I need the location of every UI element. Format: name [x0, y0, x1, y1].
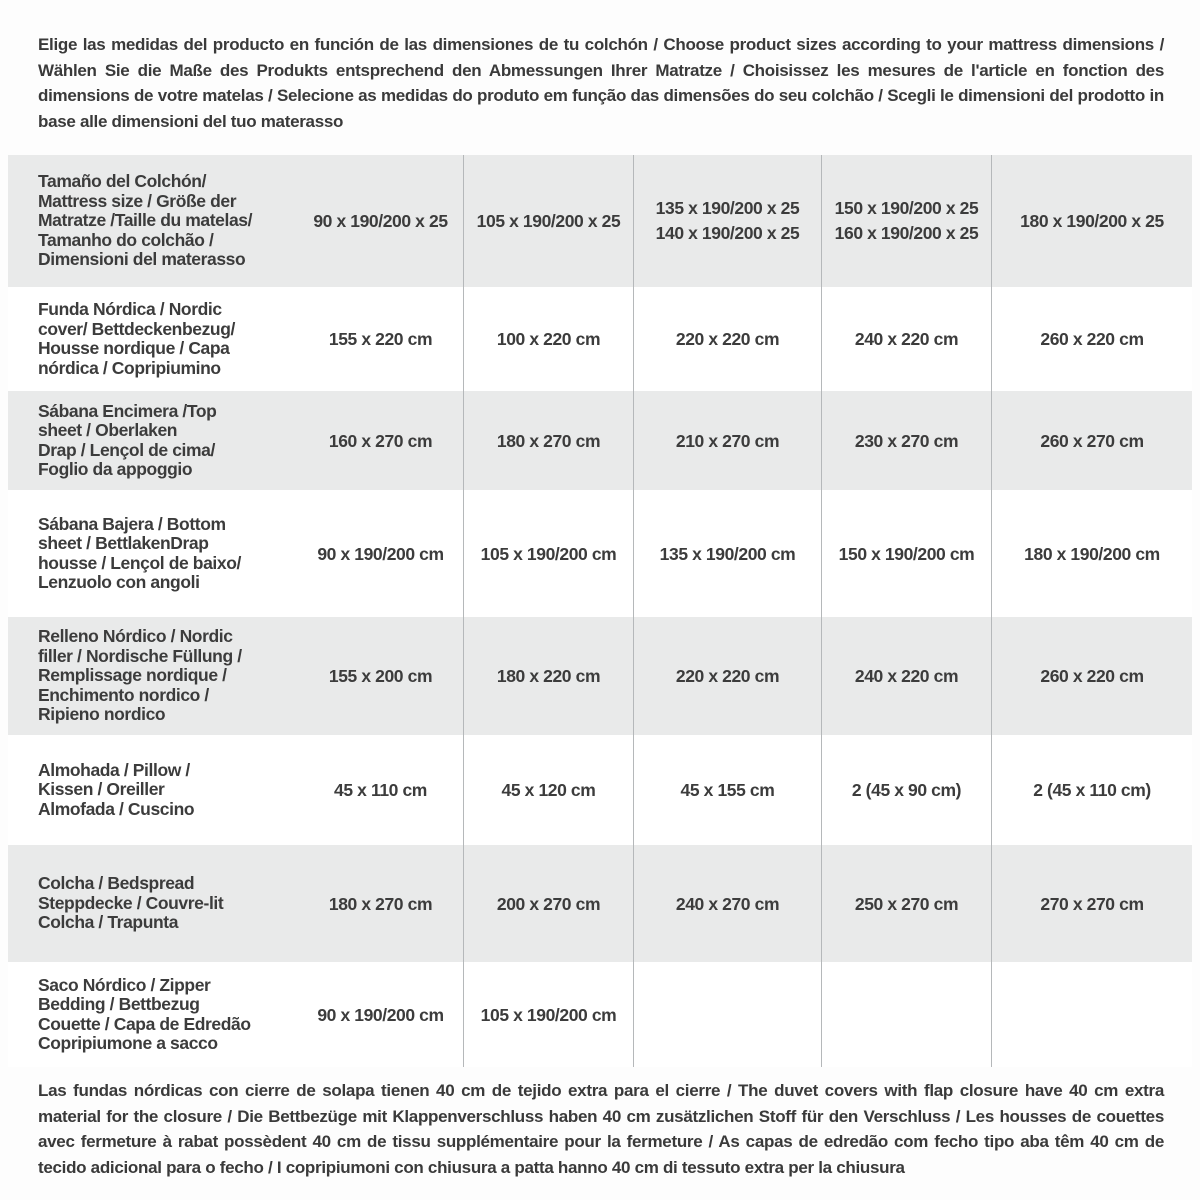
size-value: 260 x 220 cm: [991, 617, 1192, 735]
size-value: 45 x 110 cm: [334, 780, 427, 800]
size-value: 180 x 190/200 x 25: [991, 155, 1192, 287]
size-value: 90 x 190/200 cm: [317, 1004, 444, 1025]
size-value: [821, 962, 991, 1067]
intro-paragraph: Elige las medidas del producto en funció…: [38, 35, 1164, 131]
table-row-bottom-sheet: Sábana Bajera / Bottom sheet / Bettlaken…: [8, 490, 1192, 617]
size-value: 260 x 270 cm: [991, 391, 1192, 490]
size-value: 210 x 270 cm: [633, 391, 821, 490]
row-label: Colcha / Bedspread Steppdecke / Couvre-l…: [38, 873, 224, 933]
size-value: 100 x 220 cm: [463, 287, 633, 391]
size-value: 105 x 190/200 x 25: [463, 155, 633, 287]
size-value: [991, 962, 1192, 1067]
size-value: 220 x 220 cm: [633, 617, 821, 735]
row-label: Tamaño del Colchón/ Mattress size / Größ…: [38, 171, 253, 270]
table-row-zipper-bedding: Saco Nórdico / Zipper Bedding / Bettbezu…: [8, 962, 1192, 1067]
size-value: 105 x 190/200 cm: [463, 962, 633, 1067]
size-value: 180 x 220 cm: [463, 617, 633, 735]
row-label: Almohada / Pillow / Kissen / Oreiller Al…: [38, 759, 195, 819]
size-value: [633, 962, 821, 1067]
size-value: 150 x 190/200 cm: [821, 490, 991, 617]
row-label: Sábana Bajera / Bottom sheet / Bettlaken…: [38, 513, 241, 592]
size-value: 250 x 270 cm: [821, 845, 991, 962]
table-row-nordic-cover: Funda Nórdica / Nordic cover/ Bettdecken…: [8, 287, 1192, 391]
size-value: 220 x 220 cm: [633, 287, 821, 391]
row-label: Funda Nórdica / Nordic cover/ Bettdecken…: [38, 299, 235, 378]
size-value: 45 x 155 cm: [633, 735, 821, 845]
footnote-paragraph: Las fundas nórdicas con cierre de solapa…: [38, 1081, 1164, 1177]
size-value: 240 x 220 cm: [821, 287, 991, 391]
table-row-mattress-size: Tamaño del Colchón/ Mattress size / Größ…: [8, 155, 1192, 287]
size-value: 180 x 190/200 cm: [991, 490, 1192, 617]
size-value: 90 x 190/200 x 25: [313, 210, 448, 231]
size-value: 150 x 190/200 x 25 160 x 190/200 x 25: [821, 155, 991, 287]
size-value: 180 x 270 cm: [463, 391, 633, 490]
size-value: 230 x 270 cm: [821, 391, 991, 490]
size-value: 135 x 190/200 x 25 140 x 190/200 x 25: [633, 155, 821, 287]
size-table: Tamaño del Colchón/ Mattress size / Größ…: [8, 155, 1192, 1067]
size-value: 240 x 270 cm: [633, 845, 821, 962]
size-value: 270 x 270 cm: [991, 845, 1192, 962]
size-value: 90 x 190/200 cm: [317, 543, 444, 564]
size-value: 105 x 190/200 cm: [463, 490, 633, 617]
table-row-pillow: Almohada / Pillow / Kissen / Oreiller Al…: [8, 735, 1192, 845]
size-value: 260 x 220 cm: [991, 287, 1192, 391]
row-label: Saco Nórdico / Zipper Bedding / Bettbezu…: [38, 974, 251, 1053]
table-row-top-sheet: Sábana Encimera /Top sheet / Oberlaken D…: [8, 391, 1192, 490]
size-value: 2 (45 x 90 cm): [821, 735, 991, 845]
size-value: 200 x 270 cm: [463, 845, 633, 962]
row-label: Relleno Nórdico / Nordic filler / Nordis…: [38, 626, 242, 725]
table-row-bedspread: Colcha / Bedspread Steppdecke / Couvre-l…: [8, 845, 1192, 962]
table-row-nordic-filler: Relleno Nórdico / Nordic filler / Nordis…: [8, 617, 1192, 735]
size-value: 2 (45 x 110 cm): [991, 735, 1192, 845]
size-value: 155 x 200 cm: [328, 666, 433, 686]
row-label: Sábana Encimera /Top sheet / Oberlaken D…: [38, 400, 217, 479]
size-value: 135 x 190/200 cm: [633, 490, 821, 617]
size-value: 155 x 220 cm: [328, 329, 433, 349]
size-value: 45 x 120 cm: [463, 735, 633, 845]
size-value: 180 x 270 cm: [328, 893, 433, 914]
size-value: 160 x 270 cm: [328, 430, 433, 451]
size-value: 240 x 220 cm: [821, 617, 991, 735]
